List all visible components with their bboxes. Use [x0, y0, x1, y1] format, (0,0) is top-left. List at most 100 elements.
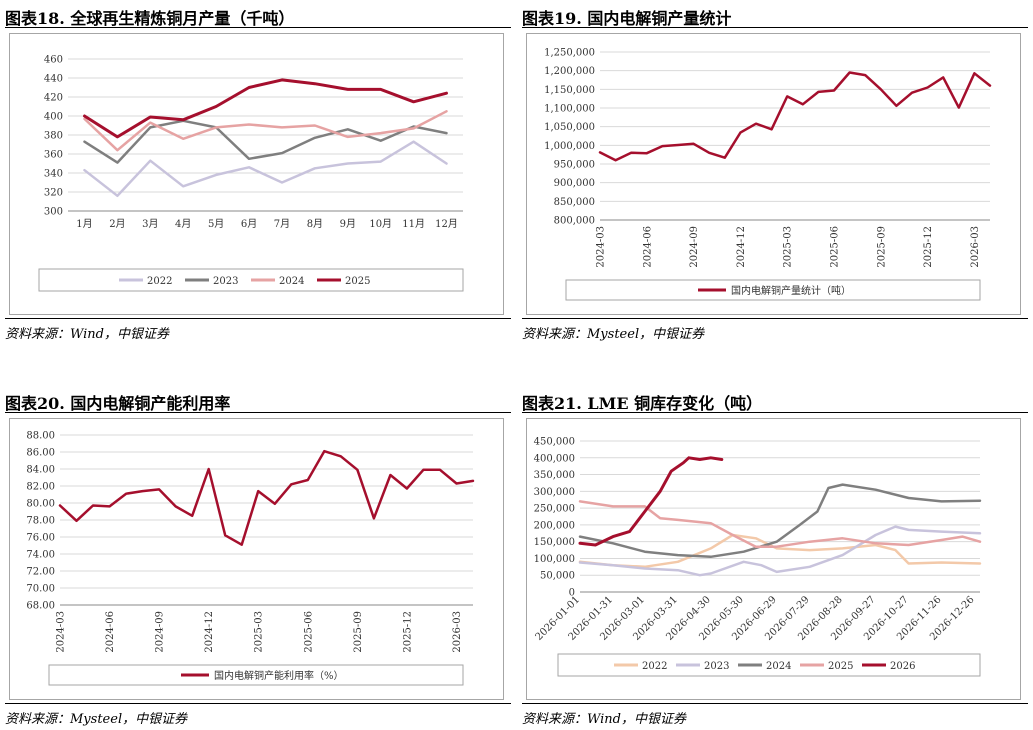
source-note: 资料来源：Wind，中银证券	[5, 327, 169, 342]
series-line-2023	[83, 119, 448, 164]
x-tick-label: 2024-09	[155, 611, 166, 653]
x-tick-label: 2024-12	[204, 611, 215, 653]
source-note: 资料来源：Mysteel，中银证券	[5, 712, 188, 727]
legend-box	[565, 279, 981, 301]
chart-panel-20: 图表20. 国内电解铜产能利用率 68.00 70.00 72.00 74.00 76.…	[5, 390, 511, 730]
chart-frame	[9, 33, 504, 315]
title-divider	[522, 412, 1028, 413]
y-tick-label: 400,000	[534, 453, 575, 464]
legend-label: 2025	[828, 661, 853, 672]
x-tick-label: 1月	[76, 218, 92, 230]
chart-svg-19: 800,000 850,000 900,000 950,000 1,000,000 1,0…	[544, 48, 992, 301]
series-line	[58, 449, 475, 546]
x-tick-label: 10月	[369, 218, 392, 230]
series-line-2024	[83, 110, 448, 152]
source-divider	[5, 703, 511, 704]
chart-panel-18: 图表18. 全球再生精炼铜月产量（千吨） 300 320 340 360 380 400 4…	[5, 5, 511, 345]
y-tick-label: 74.00	[26, 550, 55, 561]
x-tick-label: 2025-12	[402, 611, 413, 653]
y-tick-label: 400	[44, 112, 63, 123]
y-tick-label: 460	[44, 55, 63, 66]
y-tick-label: 320	[44, 188, 63, 199]
x-tick-label: 9月	[340, 218, 356, 230]
y-tick-label: 250,000	[534, 504, 575, 515]
series-line-2024	[578, 483, 982, 559]
x-tick-label: 2025-09	[353, 611, 364, 653]
x-tick-label: 2024-03	[56, 611, 67, 653]
legend-label: 2022	[642, 661, 667, 672]
y-tick-label: 1,100,000	[544, 104, 595, 115]
y-tick-label: 300,000	[534, 487, 575, 498]
y-tick-label: 850,000	[554, 197, 595, 208]
legend-label: 2023	[213, 276, 238, 287]
series-line-2023	[578, 525, 982, 577]
x-tick-label: 2025-03	[254, 611, 265, 653]
x-tick-label: 2024-12	[736, 226, 747, 268]
x-tick-label: 2025-12	[923, 226, 934, 268]
y-tick-label: 1,050,000	[544, 122, 595, 133]
y-tick-label: 86.00	[26, 448, 55, 459]
x-tick-label: 3月	[142, 218, 158, 230]
y-tick-label: 1,200,000	[544, 66, 595, 77]
chart-title: 图表18. 全球再生精炼铜月产量（千吨）	[5, 9, 295, 28]
legend-label: 2023	[704, 661, 729, 672]
x-tick-label: 7月	[274, 218, 290, 230]
x-tick-label: 11月	[402, 218, 425, 230]
y-tick-label: 88.00	[26, 431, 55, 442]
series-line-2025	[83, 78, 448, 139]
chart-svg-21: 0 50,000 100,000 150,000 200,000 250,000 300,0…	[534, 437, 982, 677]
y-tick-label: 900,000	[554, 178, 595, 189]
x-tick-label: 2026-03	[452, 611, 463, 653]
x-tick-label: 2025-03	[783, 226, 794, 268]
source-divider	[522, 318, 1028, 319]
title-divider	[5, 27, 511, 28]
chart-title: 图表20. 国内电解铜产能利用率	[5, 394, 231, 413]
x-tick-label: 2024-09	[689, 226, 700, 268]
x-tick-label: 12月	[435, 218, 458, 230]
y-tick-label: 70.00	[26, 584, 55, 595]
y-tick-label: 950,000	[554, 160, 595, 171]
y-tick-label: 76.00	[26, 533, 55, 544]
legend-label: 国内电解铜产量统计（吨）	[731, 284, 851, 297]
chart-panel-21: 图表21. LME 铜库存变化（吨） 0 50,000 100,000 150,000…	[522, 390, 1028, 730]
x-tick-label: 2月	[109, 218, 125, 230]
source-note: 资料来源：Wind，中银证券	[522, 712, 686, 727]
source-note: 资料来源：Mysteel，中银证券	[522, 327, 705, 342]
series-line	[598, 71, 992, 162]
series-line-2026	[578, 456, 724, 547]
chart-frame	[9, 418, 504, 700]
legend-label: 国内电解铜产能利用率（%）	[214, 669, 344, 682]
series-line-2022	[578, 533, 982, 569]
y-tick-label: 1,150,000	[544, 85, 595, 96]
y-tick-label: 68.00	[26, 601, 55, 612]
title-divider	[522, 27, 1028, 28]
legend-label: 2024	[766, 661, 791, 672]
x-tick-label: 6月	[241, 218, 257, 230]
x-tick-label: 2025-09	[876, 226, 887, 268]
y-tick-label: 350,000	[534, 470, 575, 481]
chart-frame	[526, 418, 1021, 700]
x-tick-label: 2024-03	[596, 226, 607, 268]
y-tick-label: 150,000	[534, 537, 575, 548]
y-tick-label: 340	[44, 169, 63, 180]
y-tick-label: 300	[44, 207, 63, 218]
series-line-2025	[578, 500, 982, 548]
y-tick-label: 200,000	[534, 520, 575, 531]
x-tick-label: 5月	[208, 218, 224, 230]
x-tick-label: 4月	[175, 218, 191, 230]
y-tick-label: 360	[44, 150, 63, 161]
y-tick-label: 84.00	[26, 465, 55, 476]
y-tick-label: 80.00	[26, 499, 55, 510]
chart-svg-18: 300 320 340 360 380 400 420 440 460 1月 2月 3月 4月 5月 6月 7…	[38, 55, 464, 292]
legend-label: 2022	[147, 276, 172, 287]
y-tick-label: 50,000	[540, 571, 575, 582]
x-tick-label: 8月	[307, 218, 323, 230]
y-tick-label: 72.00	[26, 567, 55, 578]
source-divider	[5, 318, 511, 319]
y-tick-label: 82.00	[26, 482, 55, 493]
y-tick-label: 1,000,000	[544, 141, 595, 152]
legend-label: 2025	[345, 276, 370, 287]
y-tick-label: 0	[569, 588, 575, 599]
y-tick-label: 100,000	[534, 554, 575, 565]
legend-label: 2026	[890, 661, 915, 672]
